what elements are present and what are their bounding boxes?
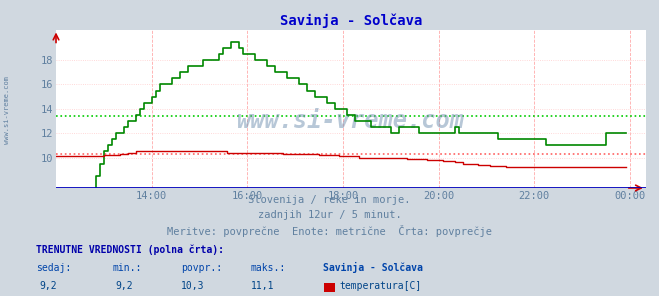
Text: min.:: min.: <box>112 263 142 274</box>
Text: 9,2: 9,2 <box>115 281 132 291</box>
Text: temperatura[C]: temperatura[C] <box>339 281 422 291</box>
Text: zadnjih 12ur / 5 minut.: zadnjih 12ur / 5 minut. <box>258 210 401 220</box>
Text: Savinja - Solčava: Savinja - Solčava <box>323 262 423 274</box>
Text: Slovenija / reke in morje.: Slovenija / reke in morje. <box>248 195 411 205</box>
Text: sedaj:: sedaj: <box>36 263 71 274</box>
Text: 11,1: 11,1 <box>250 281 274 291</box>
Text: 10,3: 10,3 <box>181 281 205 291</box>
Text: povpr.:: povpr.: <box>181 263 222 274</box>
Text: Meritve: povprečne  Enote: metrične  Črta: povprečje: Meritve: povprečne Enote: metrične Črta:… <box>167 225 492 237</box>
Text: 9,2: 9,2 <box>40 281 57 291</box>
Text: TRENUTNE VREDNOSTI (polna črta):: TRENUTNE VREDNOSTI (polna črta): <box>36 244 224 255</box>
Text: www.si-vreme.com: www.si-vreme.com <box>3 75 10 144</box>
Title: Savinja - Solčava: Savinja - Solčava <box>279 14 422 28</box>
Text: maks.:: maks.: <box>250 263 285 274</box>
Text: www.si-vreme.com: www.si-vreme.com <box>237 110 465 133</box>
